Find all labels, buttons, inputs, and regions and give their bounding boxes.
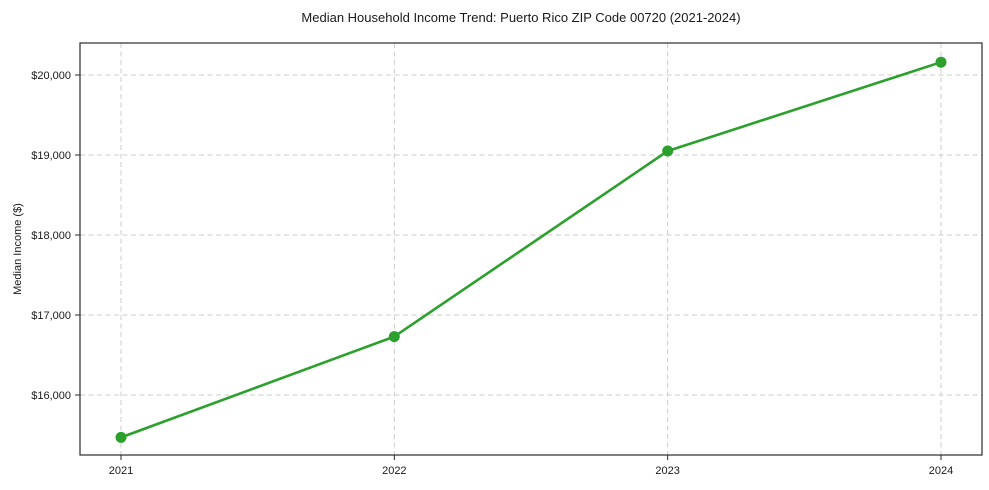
x-tick-label: 2024 [929, 465, 953, 477]
data-point-marker [662, 145, 674, 157]
x-tick-label: 2022 [382, 465, 406, 477]
y-tick-label: $19,000 [31, 150, 71, 162]
y-tick-label: $16,000 [31, 390, 71, 402]
x-tick-label: 2023 [655, 465, 679, 477]
chart-title: Median Household Income Trend: Puerto Ri… [301, 10, 740, 25]
plot-border [79, 42, 983, 456]
data-point-marker [935, 56, 947, 68]
axes-layer: $16,000 $17,000 $18,000 $19,000 $20,000 2021 2… [31, 70, 953, 477]
y-axis-label: Median Income ($) [12, 203, 24, 295]
x-tick-label: 2021 [109, 465, 133, 477]
data-point-marker [115, 431, 127, 443]
y-tick-label: $20,000 [31, 70, 71, 82]
y-tick-label: $18,000 [31, 230, 71, 242]
frame-layer [79, 42, 983, 456]
data-point-marker [388, 331, 400, 343]
grid-layer [80, 43, 982, 455]
trend-line [119, 60, 943, 439]
y-tick-label: $17,000 [31, 310, 71, 322]
data-layer [115, 56, 947, 443]
